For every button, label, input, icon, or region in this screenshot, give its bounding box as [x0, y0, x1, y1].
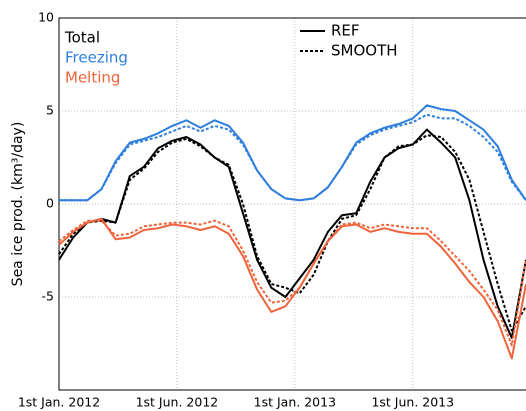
series-line [58, 219, 526, 347]
series-line [58, 128, 526, 339]
x-tick-label: 1st Jan. 2013 [254, 395, 336, 410]
series-line [59, 113, 526, 202]
y-tick-label: -5 [42, 289, 54, 304]
legend-label: Melting [65, 69, 120, 87]
x-tick-label: 1st Jun. 2012 [136, 395, 219, 410]
legend-label: REF [331, 22, 360, 40]
legend-label: Freezing [65, 49, 128, 67]
y-tick-label: 5 [46, 103, 54, 118]
series-line [59, 104, 526, 202]
series-line [58, 134, 526, 332]
legend-label: Total [64, 29, 100, 47]
y-tick-label: 10 [38, 10, 54, 25]
y-axis-label: Sea ice prod. (km³/day) [10, 122, 26, 287]
axis-frame [58, 17, 526, 391]
y-tick-label: 0 [46, 196, 54, 211]
series-line [58, 217, 526, 360]
x-tick-label: 1st Jun. 2013 [371, 395, 454, 410]
x-tick-label: 1st Jan. 2012 [18, 395, 100, 410]
legend-label: SMOOTH [331, 42, 398, 60]
